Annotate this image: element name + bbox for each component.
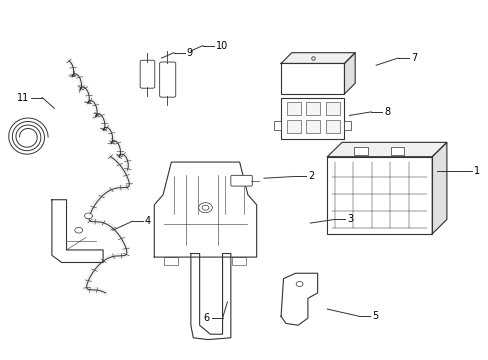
Bar — [327, 157, 431, 234]
Bar — [353, 147, 367, 155]
Text: 6: 6 — [203, 313, 209, 323]
Circle shape — [75, 227, 82, 233]
Bar — [274, 121, 281, 130]
Circle shape — [202, 205, 208, 210]
Bar — [390, 147, 404, 155]
Text: 2: 2 — [308, 171, 314, 181]
Circle shape — [296, 282, 303, 287]
FancyBboxPatch shape — [140, 60, 155, 88]
Text: 11: 11 — [17, 93, 29, 103]
Circle shape — [198, 203, 212, 213]
Text: 10: 10 — [215, 41, 227, 50]
Polygon shape — [281, 53, 354, 63]
Polygon shape — [344, 53, 354, 94]
Bar — [286, 102, 300, 116]
Bar — [306, 120, 320, 134]
Polygon shape — [52, 200, 103, 262]
Polygon shape — [154, 162, 256, 257]
Text: 4: 4 — [145, 216, 151, 226]
FancyBboxPatch shape — [159, 62, 175, 97]
FancyBboxPatch shape — [230, 175, 252, 186]
Text: 5: 5 — [371, 311, 377, 321]
Text: 8: 8 — [383, 107, 389, 117]
Polygon shape — [190, 253, 230, 339]
Text: 7: 7 — [410, 53, 416, 63]
Bar — [232, 257, 245, 265]
Polygon shape — [281, 273, 317, 325]
Bar — [163, 257, 177, 265]
Text: 3: 3 — [346, 215, 353, 224]
Text: 1: 1 — [473, 166, 479, 176]
Bar — [306, 102, 320, 116]
Bar — [286, 120, 300, 134]
Polygon shape — [327, 142, 446, 157]
Text: 9: 9 — [186, 48, 192, 58]
Bar — [281, 63, 344, 94]
Bar — [325, 120, 339, 134]
Bar — [325, 102, 339, 116]
Bar — [344, 121, 350, 130]
Bar — [281, 98, 344, 139]
Circle shape — [84, 213, 92, 219]
Polygon shape — [431, 142, 446, 234]
